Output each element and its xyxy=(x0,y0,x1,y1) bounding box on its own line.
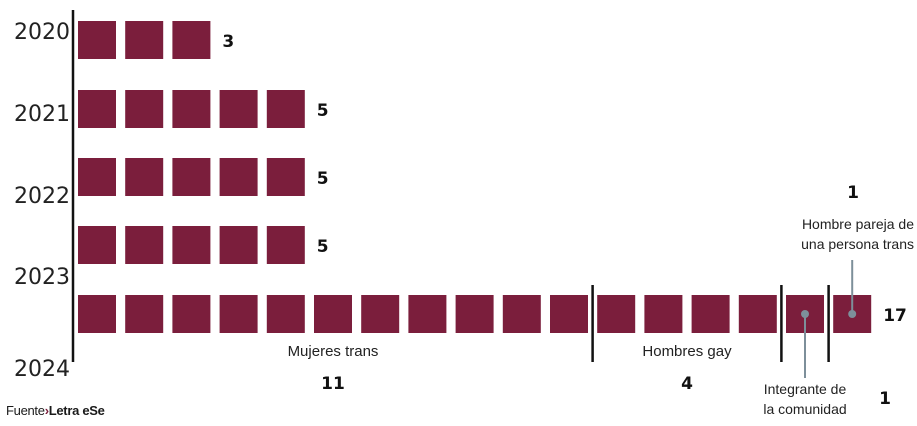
square-2023-5 xyxy=(266,226,305,264)
square-2024-8 xyxy=(408,295,447,333)
year-label-2023: 2023 xyxy=(14,265,70,290)
total-label-2024: 17 xyxy=(883,306,907,326)
square-2022-1 xyxy=(78,158,116,196)
group-label-mujeres-trans: Mujeres trans xyxy=(288,343,379,360)
square-2022-3 xyxy=(172,158,211,196)
source-name: Letra eSe xyxy=(48,403,105,418)
square-2024-5 xyxy=(266,295,305,333)
square-2022-5 xyxy=(266,158,305,196)
group-value-hombre-pareja: 1 xyxy=(847,183,859,203)
square-2021-4 xyxy=(219,90,258,128)
square-2021-3 xyxy=(172,90,211,128)
callout-dot-hombre-pareja xyxy=(848,310,857,318)
square-2024-6 xyxy=(314,295,352,333)
square-2024-7 xyxy=(361,295,400,333)
total-label-2020: 3 xyxy=(222,32,234,52)
year-label-2020: 2020 xyxy=(14,20,70,45)
square-2021-2 xyxy=(125,90,164,128)
square-2020-2 xyxy=(125,21,164,59)
group-label-hombre-pareja-line2: una persona trans xyxy=(801,236,914,252)
square-2024-11 xyxy=(550,295,588,333)
group-label-integrante-line1: Integrante de xyxy=(764,381,847,397)
square-2024-4 xyxy=(219,295,258,333)
year-label-2021: 2021 xyxy=(14,102,70,127)
group-label-hombre-pareja-line1: Hombre pareja de xyxy=(802,216,914,232)
square-2024-3 xyxy=(172,295,211,333)
square-2024-15 xyxy=(738,295,777,333)
square-2024-14 xyxy=(691,295,730,333)
square-2024-12 xyxy=(597,295,636,333)
year-label-2024: 2024 xyxy=(14,357,70,382)
group-value-integrante: 1 xyxy=(879,389,891,409)
square-2023-4 xyxy=(219,226,258,264)
callout-dot-integrante xyxy=(801,310,809,318)
square-2021-5 xyxy=(266,90,305,128)
square-2022-4 xyxy=(219,158,258,196)
square-2024-9 xyxy=(455,295,494,333)
square-2023-2 xyxy=(125,226,164,264)
square-2023-3 xyxy=(172,226,211,264)
square-2024-10 xyxy=(502,295,541,333)
square-2024-13 xyxy=(644,295,683,333)
square-2024-1 xyxy=(78,295,116,333)
total-label-2022: 5 xyxy=(317,169,329,189)
square-2021-1 xyxy=(78,90,116,128)
square-2020-1 xyxy=(78,21,116,59)
group-label-integrante-line2: la comunidad xyxy=(763,401,846,417)
square-2022-2 xyxy=(125,158,164,196)
source-credit: Fuente›Letra eSe xyxy=(6,403,105,418)
group-value-mujeres-trans: 11 xyxy=(321,374,345,394)
total-label-2023: 5 xyxy=(317,237,329,257)
group-label-hombres-gay: Hombres gay xyxy=(642,343,732,360)
group-value-hombres-gay: 4 xyxy=(681,374,693,394)
total-label-2021: 5 xyxy=(317,101,329,121)
square-2023-1 xyxy=(78,226,116,264)
source-arrow: › xyxy=(44,403,49,418)
square-2024-2 xyxy=(125,295,164,333)
source-prefix: Fuente xyxy=(6,403,45,418)
square-2020-3 xyxy=(172,21,211,59)
year-label-2022: 2022 xyxy=(14,184,70,209)
